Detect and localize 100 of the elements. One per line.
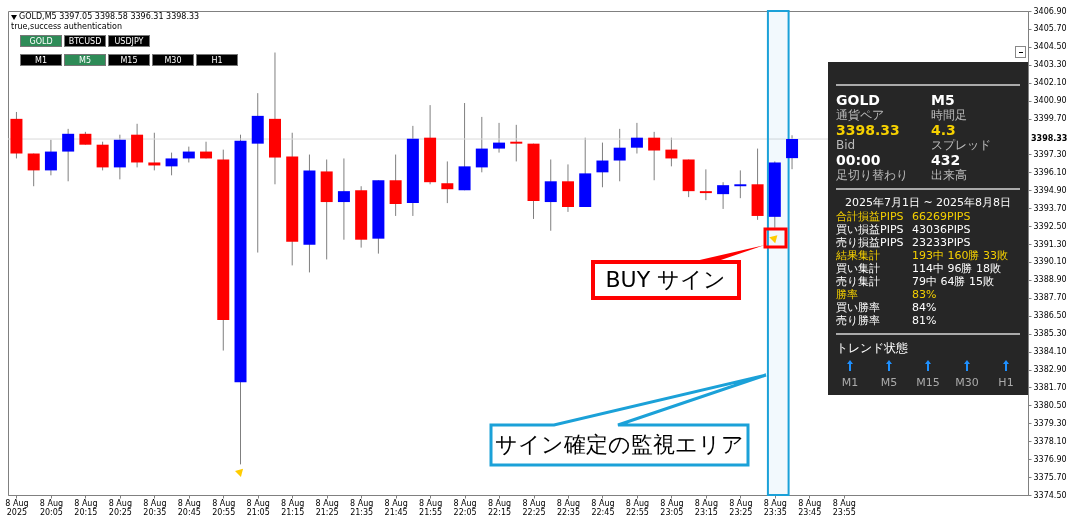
annotation: BUY サイン — [590, 259, 741, 300]
annotation: 合計損益PIPS — [836, 210, 905, 223]
button: M30 — [152, 54, 194, 66]
annotation: 売り損益PIPS — [836, 236, 905, 249]
candlestick — [165, 152, 178, 176]
annotation: GOLD — [836, 92, 881, 108]
x-tick-label: 8 Aug 22:15 — [487, 498, 512, 517]
annotation: 83% — [912, 288, 938, 301]
candlestick — [648, 131, 661, 181]
candlestick — [699, 168, 712, 201]
annotation: 00:00 — [836, 152, 882, 168]
annotation: 売り集計 — [836, 275, 881, 288]
annotation: M5 — [931, 92, 956, 108]
candlestick — [734, 169, 747, 199]
button: M15 — [108, 54, 150, 66]
annotation: 勝率 — [836, 288, 859, 301]
y-tick-label: 3397.30 — [1033, 149, 1067, 159]
x-tick-label: 8 Aug 22:05 — [453, 498, 477, 517]
x-tick-label: 8 Aug 23:25 — [729, 498, 753, 517]
y-tick-label: 3381.70 — [1033, 382, 1067, 392]
annotation: 売り勝率 — [836, 314, 881, 327]
text: true,success authentication — [11, 22, 122, 31]
annotation: 4.3 — [931, 122, 957, 138]
y-tick-label: 3374.50 — [1033, 490, 1067, 500]
x-tick-label: 8 Aug 20:15 — [74, 498, 98, 517]
candlestick — [596, 142, 609, 188]
y-tick-label: 3393.70 — [1033, 203, 1067, 213]
x-tick-label: 8 Aug 2025 — [5, 498, 29, 517]
candlestick — [665, 137, 678, 167]
x-tick-label: 8 Aug 22:45 — [591, 498, 615, 517]
x-tick-label: 8 Aug 23:45 — [798, 498, 822, 517]
button: GOLD — [20, 35, 62, 47]
candlestick — [62, 128, 75, 182]
annotation: 通貨ペア — [836, 108, 885, 122]
annotation: 買い勝率 — [836, 301, 881, 314]
y-tick-label: 3390.10 — [1033, 257, 1067, 267]
y-tick-label: 3405.70 — [1033, 24, 1067, 34]
y-tick-label: 3378.10 — [1033, 436, 1067, 446]
candlestick — [44, 139, 57, 176]
x-tick-label: 8 Aug 21:15 — [281, 498, 305, 517]
annotation: 結果集計 — [836, 249, 881, 262]
candlestick — [717, 181, 730, 210]
x-tick-label: 8 Aug 20:45 — [177, 498, 201, 517]
x-tick-label: 8 Aug 23:55 — [832, 498, 856, 517]
annotation: 79中 64勝 15敗 — [912, 275, 995, 288]
x-tick-label: 8 Aug 21:05 — [246, 498, 270, 517]
annotation: 買い損益PIPS — [836, 223, 905, 236]
y-tick-label: 3375.70 — [1033, 472, 1067, 482]
y-tick-label: 3386.50 — [1033, 311, 1067, 321]
y-tick-label: 3380.50 — [1033, 400, 1067, 410]
candlestick — [493, 122, 506, 154]
y-tick-label: 3382.90 — [1033, 365, 1067, 375]
candlestick — [148, 132, 161, 171]
annotation: 84% — [912, 301, 938, 314]
x-tick-label: 8 Aug 21:25 — [315, 498, 339, 517]
annotation: 114中 96勝 18敗 — [912, 262, 1002, 275]
chart-title: GOLD,M5 3397.05 3398.58 3396.31 3398.33 — [19, 12, 200, 21]
x-tick-label: 8 Aug 21:35 — [350, 498, 374, 517]
ref-line-label: 3398.33 — [1031, 134, 1068, 144]
annotation: M15 — [916, 376, 940, 389]
annotation: トレンド状態 — [836, 341, 909, 356]
button: BTCUSD — [64, 35, 106, 47]
x-tick-label: 8 Aug 20:35 — [143, 498, 167, 517]
candlestick — [337, 157, 350, 241]
button: H1 — [196, 54, 238, 66]
candlestick — [458, 102, 471, 191]
x-tick-label: 8 Aug 23:05 — [660, 498, 684, 517]
x-tick-label: 8 Aug 23:15 — [694, 498, 718, 517]
y-tick-label: 3400.90 — [1033, 96, 1067, 106]
annotation: 43036PIPS — [912, 223, 972, 236]
y-tick-label: 3404.50 — [1033, 42, 1067, 52]
annotation: 足切り替わり — [836, 168, 909, 182]
band-label: サイン確定の監視エリア — [493, 431, 745, 459]
button: M1 — [20, 54, 62, 66]
y-tick-label: 3391.30 — [1033, 239, 1067, 249]
y-tick-label: 3399.70 — [1033, 114, 1067, 124]
annotation: 買い集計 — [836, 262, 881, 275]
y-tick-label: 3396.10 — [1033, 167, 1067, 177]
button: USDJPY — [108, 35, 150, 47]
x-tick-label: 8 Aug 20:05 — [39, 498, 64, 517]
candlestick — [27, 153, 40, 187]
candlestick — [475, 116, 488, 173]
y-tick-label: 3402.10 — [1033, 78, 1067, 88]
button: M5 — [64, 54, 106, 66]
x-tick-label: 8 Aug 20:25 — [108, 498, 132, 517]
annotation: H1 — [997, 376, 1015, 389]
annotation: 66269PIPS — [912, 210, 972, 223]
candlestick — [613, 128, 626, 182]
y-tick-label: 3387.70 — [1033, 293, 1067, 303]
annotation: 時間足 — [931, 108, 968, 122]
y-tick-label: 3376.90 — [1033, 454, 1067, 464]
annotation: M1 — [840, 376, 860, 389]
annotation: スプレッド — [931, 138, 992, 152]
annotation: M30 — [955, 376, 979, 389]
x-tick-label: 8 Aug 21:55 — [418, 498, 443, 517]
candlestick — [441, 160, 454, 204]
annotation: 432 — [931, 152, 962, 168]
annotation: 81% — [912, 314, 938, 327]
annotation: Bid — [836, 138, 857, 152]
x-tick-label: 8 Aug 21:45 — [384, 498, 408, 517]
